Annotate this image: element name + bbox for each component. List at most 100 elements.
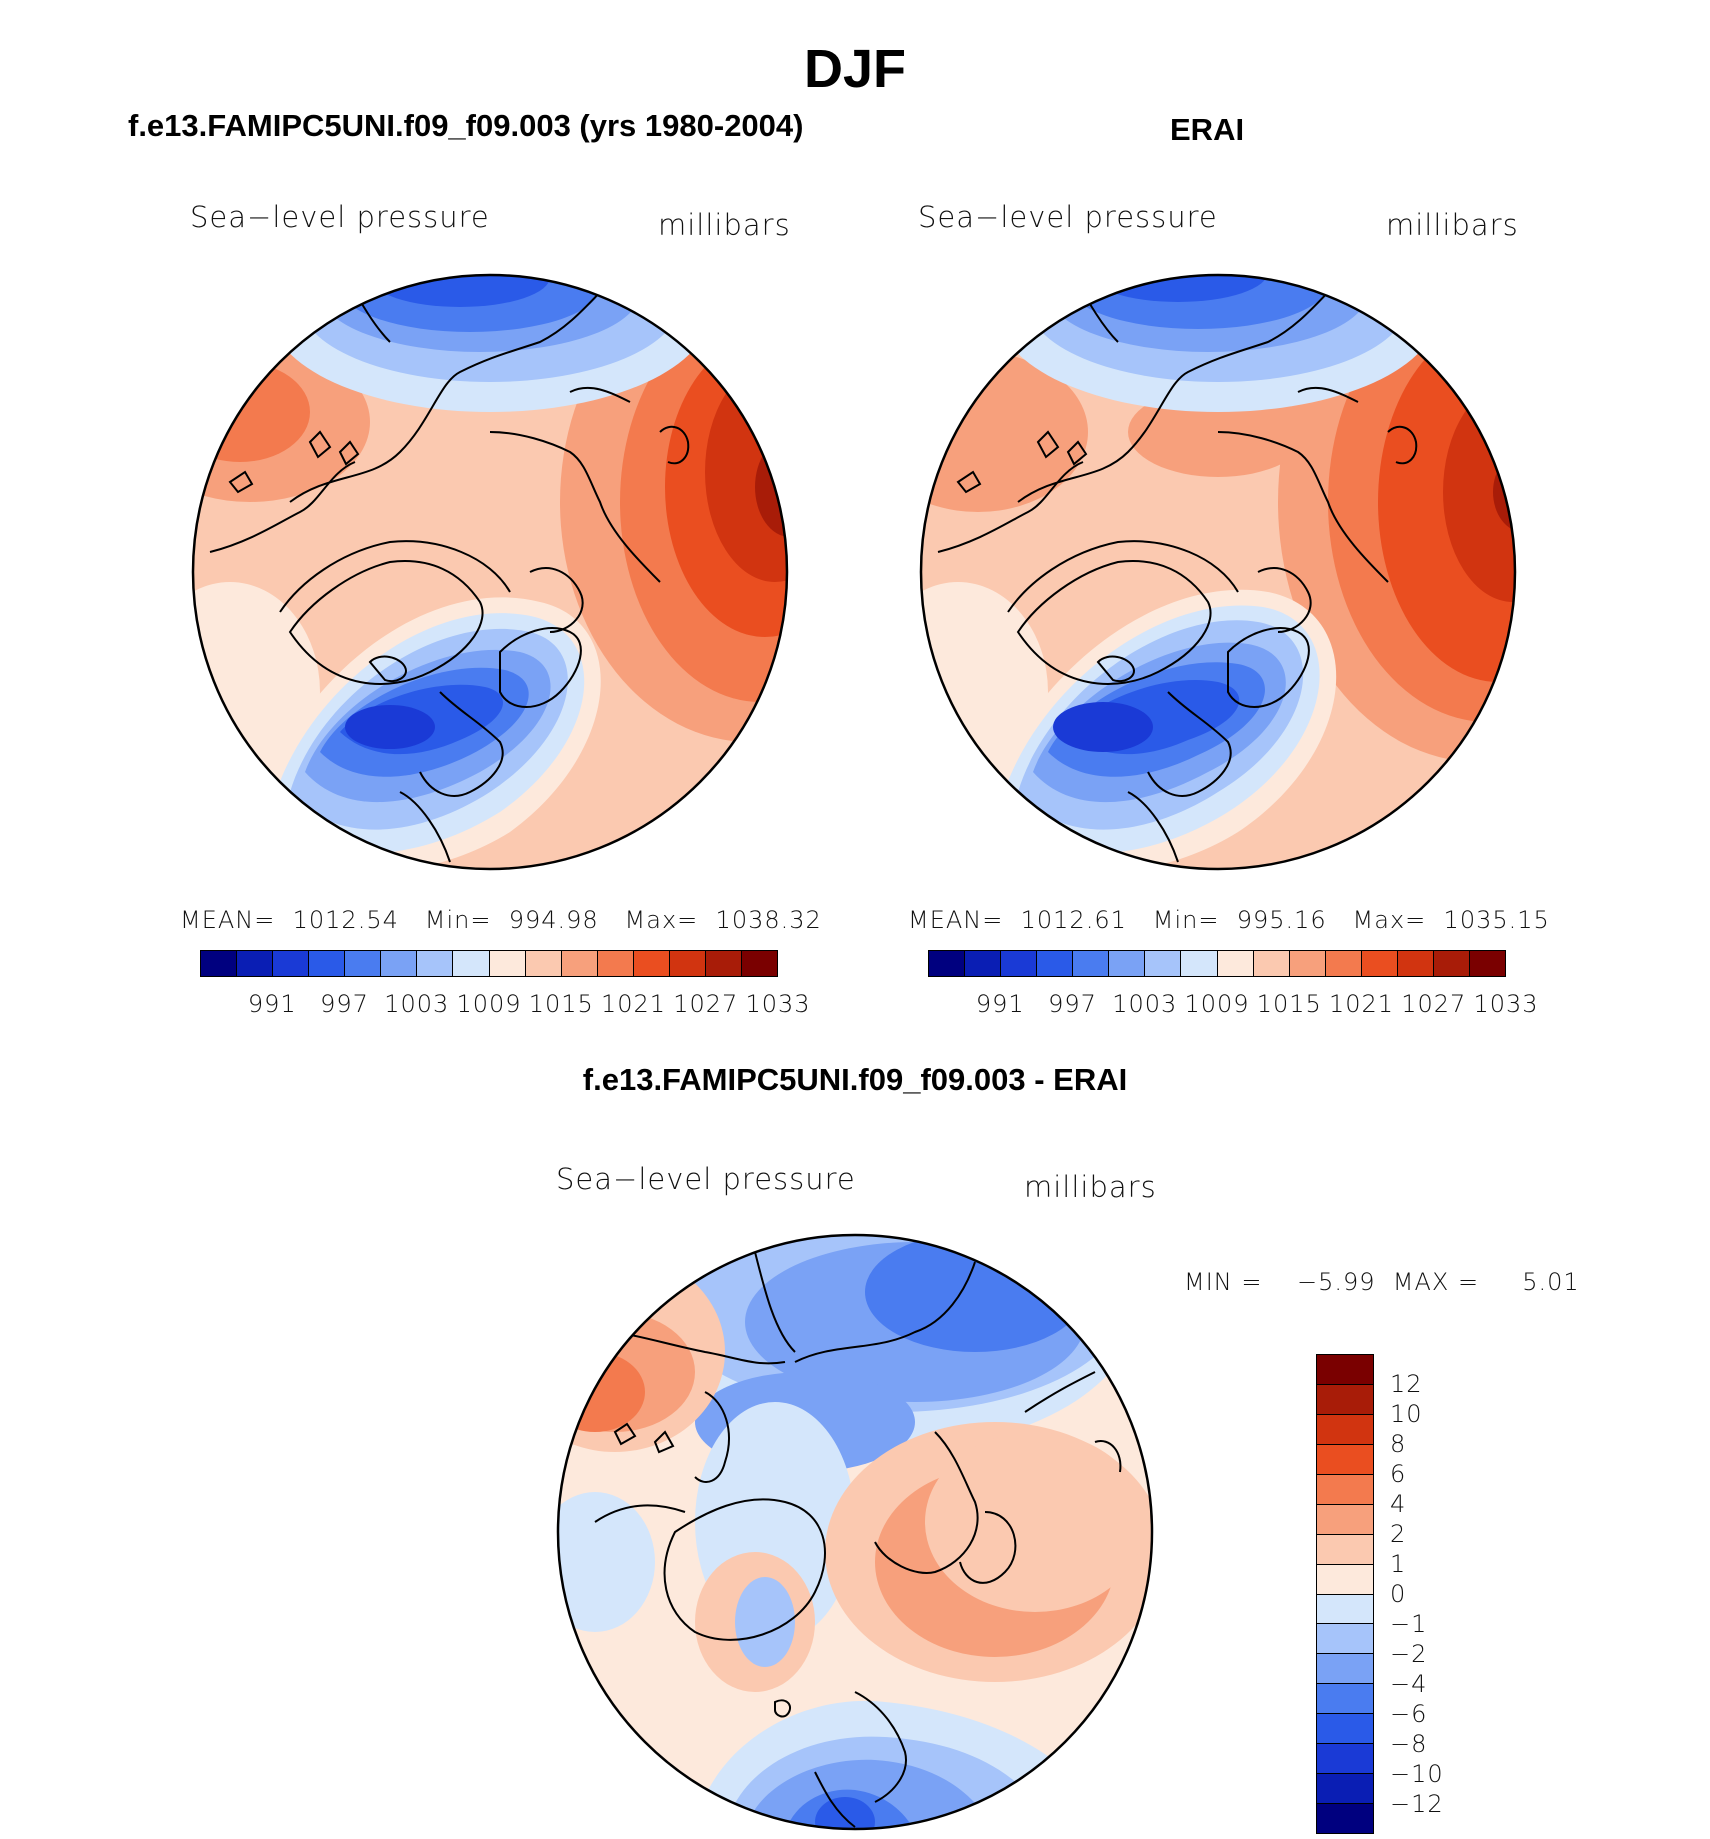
colorbar-swatch xyxy=(1001,951,1038,976)
colorbar-tick: 1015 xyxy=(1256,990,1322,1018)
colorbar-swatch xyxy=(705,951,742,976)
colorbar-tick: 1021 xyxy=(1328,990,1395,1018)
colorbar-swatch xyxy=(1361,951,1398,976)
colorbar-swatch xyxy=(1317,1564,1373,1595)
model-polar-map xyxy=(190,272,790,877)
colorbar-swatch xyxy=(1317,1804,1373,1833)
colorbar-tick: 1027 xyxy=(1401,990,1467,1018)
colorbar-swatch xyxy=(1109,951,1146,976)
colorbar-swatch xyxy=(345,951,382,976)
colorbar-tick: 1027 xyxy=(673,990,739,1018)
difference-colorbar-ticks: 12 10 8 6 4 2 1 0 −1 −2 −4 −6 −8 −10 −12 xyxy=(1390,1354,1470,1834)
obs-colorbar-ticks: 991 997 1003 1009 1015 1021 1027 1033 xyxy=(928,990,1538,1020)
difference-colorbar xyxy=(1316,1354,1374,1834)
colorbar-swatch xyxy=(929,951,966,976)
colorbar-swatch xyxy=(381,951,418,976)
difference-units-label: millibars xyxy=(1024,1170,1157,1204)
colorbar-swatch xyxy=(1433,951,1470,976)
colorbar-swatch xyxy=(453,951,490,976)
colorbar-swatch xyxy=(1317,1744,1373,1775)
colorbar-tick: 10 xyxy=(1390,1400,1423,1428)
colorbar-swatch xyxy=(1317,1624,1373,1655)
model-panel-heading: f.e13.FAMIPC5UNI.f09_f09.003 (yrs 1980-2… xyxy=(128,108,804,143)
colorbar-tick: 2 xyxy=(1390,1520,1407,1548)
colorbar-swatch xyxy=(1317,1714,1373,1745)
difference-stats: MIN = −5.99 MAX = 5.01 xyxy=(1184,1268,1580,1296)
colorbar-swatch xyxy=(597,951,634,976)
colorbar-swatch xyxy=(1317,1414,1373,1445)
obs-polar-map xyxy=(918,272,1518,877)
obs-panel-heading: ERAI xyxy=(1170,112,1245,147)
colorbar-swatch xyxy=(1289,951,1326,976)
obs-units-label: millibars xyxy=(1386,208,1519,242)
colorbar-tick: 1009 xyxy=(1184,990,1250,1018)
colorbar-swatch xyxy=(1317,1684,1373,1715)
colorbar-tick: 1033 xyxy=(1473,990,1539,1018)
colorbar-tick: 1015 xyxy=(528,990,594,1018)
obs-colorbar xyxy=(928,950,1506,977)
model-units-label: millibars xyxy=(658,208,791,242)
difference-polar-map xyxy=(555,1232,1155,1837)
colorbar-swatch xyxy=(561,951,598,976)
colorbar-swatch xyxy=(309,951,346,976)
obs-variable-label: Sea−level pressure xyxy=(918,200,1218,234)
colorbar-tick: 12 xyxy=(1390,1370,1423,1398)
colorbar-swatch xyxy=(1469,951,1505,976)
difference-variable-label: Sea−level pressure xyxy=(556,1162,856,1196)
colorbar-tick: 4 xyxy=(1390,1490,1407,1518)
colorbar-tick: −2 xyxy=(1390,1640,1428,1668)
colorbar-tick: 0 xyxy=(1390,1580,1407,1608)
colorbar-swatch xyxy=(1145,951,1182,976)
colorbar-tick: −1 xyxy=(1390,1610,1428,1638)
colorbar-swatch xyxy=(633,951,670,976)
difference-map-svg xyxy=(556,1233,1154,1831)
model-colorbar xyxy=(200,950,778,977)
figure-title: DJF xyxy=(803,39,906,99)
colorbar-swatch xyxy=(1317,1444,1373,1475)
colorbar-swatch xyxy=(201,951,238,976)
colorbar-tick: −6 xyxy=(1390,1700,1428,1728)
colorbar-tick: 1003 xyxy=(384,990,450,1018)
colorbar-tick: −8 xyxy=(1390,1730,1428,1758)
colorbar-swatch xyxy=(525,951,562,976)
colorbar-swatch xyxy=(273,951,310,976)
colorbar-swatch xyxy=(1181,951,1218,976)
model-map-svg xyxy=(191,273,789,871)
colorbar-swatch xyxy=(1317,1504,1373,1535)
colorbar-tick: 8 xyxy=(1390,1430,1407,1458)
colorbar-swatch xyxy=(1073,951,1110,976)
colorbar-swatch xyxy=(1317,1774,1373,1805)
model-colorbar-ticks: 991 997 1003 1009 1015 1021 1027 1033 xyxy=(200,990,810,1020)
colorbar-tick: 991 xyxy=(247,990,297,1018)
colorbar-tick: 6 xyxy=(1390,1460,1407,1488)
colorbar-tick: −12 xyxy=(1390,1790,1444,1818)
colorbar-swatch xyxy=(669,951,706,976)
colorbar-swatch xyxy=(1317,1594,1373,1625)
difference-heading: f.e13.FAMIPC5UNI.f09_f09.003 - ERAI xyxy=(582,1062,1128,1097)
colorbar-swatch xyxy=(417,951,454,976)
colorbar-tick: 1033 xyxy=(745,990,811,1018)
colorbar-tick: 1003 xyxy=(1112,990,1178,1018)
obs-map-svg xyxy=(919,273,1517,871)
colorbar-tick: 997 xyxy=(320,990,369,1018)
colorbar-tick: 1 xyxy=(1390,1550,1407,1578)
colorbar-swatch xyxy=(489,951,526,976)
colorbar-swatch xyxy=(1253,951,1290,976)
obs-stats: MEAN= 1012.61 Min= 995.16 Max= 1035.15 xyxy=(908,906,1550,934)
colorbar-swatch xyxy=(1325,951,1362,976)
colorbar-tick: −10 xyxy=(1390,1760,1444,1788)
colorbar-swatch xyxy=(965,951,1002,976)
model-variable-label: Sea−level pressure xyxy=(190,200,490,234)
colorbar-swatch xyxy=(1317,1474,1373,1505)
colorbar-tick: 1009 xyxy=(456,990,522,1018)
colorbar-tick: 1021 xyxy=(600,990,667,1018)
colorbar-swatch xyxy=(1317,1654,1373,1685)
colorbar-swatch xyxy=(1317,1355,1373,1385)
colorbar-swatch xyxy=(1397,951,1434,976)
model-stats: MEAN= 1012.54 Min= 994.98 Max= 1038.32 xyxy=(180,906,822,934)
colorbar-swatch xyxy=(1217,951,1254,976)
colorbar-swatch xyxy=(1037,951,1074,976)
colorbar-tick: 991 xyxy=(975,990,1025,1018)
colorbar-swatch xyxy=(1317,1534,1373,1565)
colorbar-tick: 997 xyxy=(1048,990,1097,1018)
